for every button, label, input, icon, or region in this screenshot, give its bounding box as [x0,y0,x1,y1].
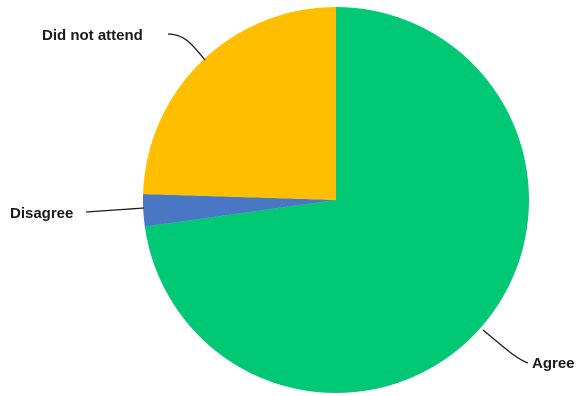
labels-layer: Agree Disagree Did not attend [10,27,575,372]
pie-slice-did-not-attend [143,7,336,200]
leaders-layer [85,33,529,364]
leader-line-disagree [85,207,145,213]
slices-layer [142,7,530,393]
slice-label-did-not-attend: Did not attend [42,27,143,44]
pie-slice-disagree [142,193,336,227]
leader-line-did-not-attend [167,33,206,61]
slice-label-disagree: Disagree [10,205,73,222]
slice-label-agree: Agree [532,355,575,372]
pie-slice-agree [144,7,530,393]
leader-line-agree [482,329,529,364]
